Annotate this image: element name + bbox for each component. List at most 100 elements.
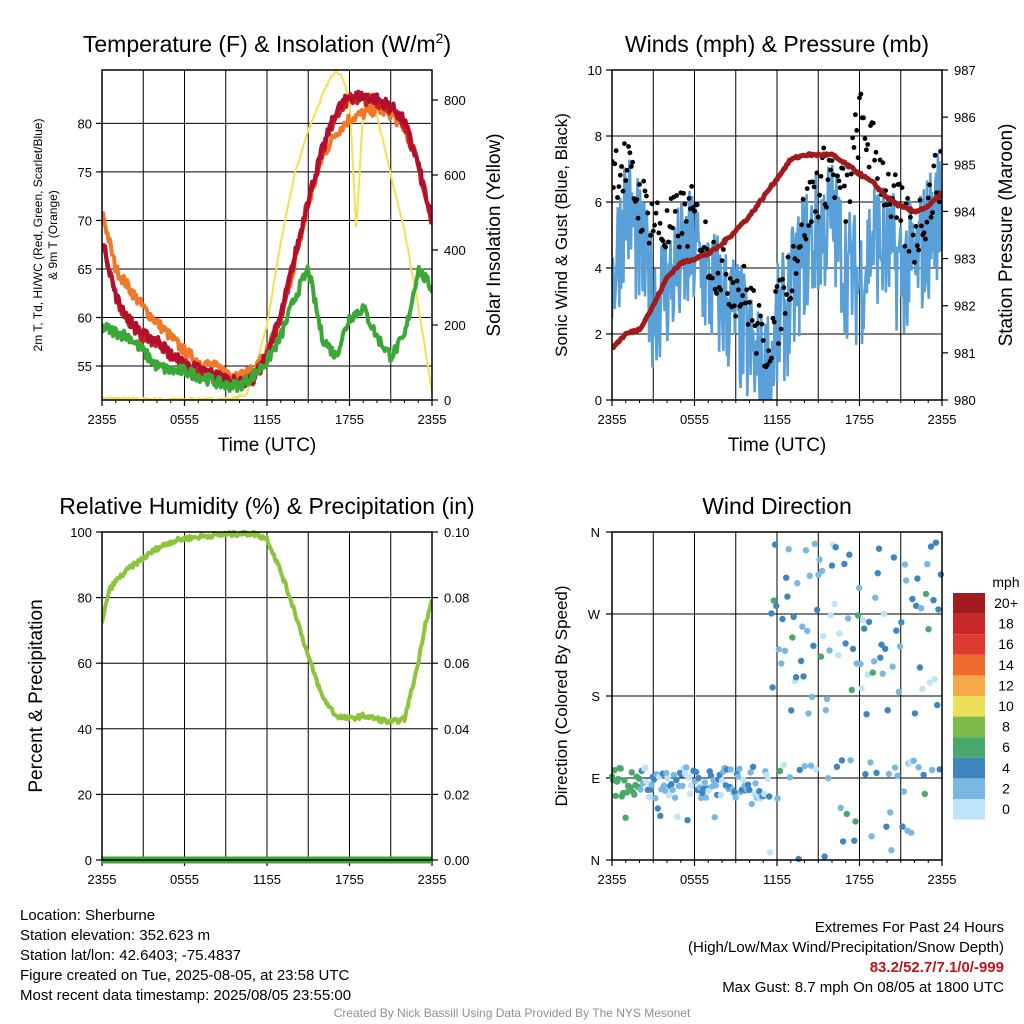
gust-point: [747, 299, 752, 305]
gust-point: [894, 215, 899, 221]
gust-point: [802, 233, 807, 238]
x-tick-label: 1155: [763, 412, 791, 427]
gust-point: [617, 172, 623, 178]
direction-point: [844, 615, 852, 622]
gust-point: [914, 243, 920, 249]
gust-point: [865, 142, 871, 147]
direction-point: [922, 590, 930, 598]
gust-point: [902, 243, 908, 249]
direction-point: [701, 779, 708, 786]
gust-point: [660, 238, 666, 244]
direction-point: [727, 766, 734, 773]
gust-point: [649, 201, 655, 207]
panel-dir: N E S W N 2355 0555 1155 1755 2355: [588, 525, 957, 887]
temp-xlabel: Time (UTC): [218, 435, 317, 456]
direction-point: [650, 776, 658, 783]
colorbar-swatch: [953, 593, 985, 614]
gust-point: [774, 284, 780, 289]
gust-point: [828, 167, 833, 173]
direction-point: [903, 577, 910, 584]
plot-frame: [101, 531, 433, 861]
gust-point: [810, 179, 816, 185]
extremes-description: (High/Low/Max Wind/Precipitation/Snow De…: [688, 939, 1004, 956]
gust-point: [776, 341, 781, 346]
direction-point: [671, 794, 679, 801]
gust-point: [872, 157, 877, 163]
direction-point: [663, 770, 670, 777]
extremes-values: 83.2/52.7/7.1/0/-999: [869, 959, 1004, 976]
direction-point: [669, 786, 676, 794]
temp-left-ylabel-2: & 9m T (Orange): [46, 190, 60, 280]
gust-point: [613, 148, 619, 154]
colorbar-swatch: [953, 654, 985, 676]
direction-point: [898, 619, 905, 626]
direction-point: [695, 774, 702, 782]
y-tick-label: N: [591, 525, 600, 540]
direction-point: [836, 630, 843, 637]
y-tick-label: 80: [78, 591, 92, 606]
y2-tick-label: 984: [954, 204, 976, 219]
plot-frame: [611, 69, 943, 401]
temp-left-ylabel-1: 2m T, Td, HI/WC (Red, Green, Scarlet/Blu…: [31, 119, 45, 352]
gust-point: [925, 195, 931, 201]
direction-point: [710, 777, 717, 784]
colorbar-label: 14: [998, 657, 1014, 673]
gust-point: [844, 172, 850, 178]
gust-point: [686, 196, 692, 201]
direction-point: [837, 804, 844, 811]
direction-point: [683, 764, 690, 771]
direction-point: [748, 800, 755, 808]
gust-point: [635, 215, 641, 221]
y2-tick-label: 980: [954, 393, 976, 408]
direction-point: [874, 570, 881, 577]
y2-tick-label: 400: [444, 243, 466, 258]
gust-point: [624, 167, 630, 173]
plot-frame: [101, 69, 433, 401]
dir-left-ylabel: Direction (Colored By Speed): [552, 585, 571, 806]
gust-point: [769, 355, 774, 361]
gust-point: [899, 185, 905, 191]
y-tick-label: 0: [85, 853, 92, 868]
direction-point: [744, 781, 752, 788]
direction-point: [654, 805, 661, 812]
direction-point: [839, 838, 847, 845]
wind-xlabel: Time (UTC): [728, 435, 827, 456]
gust-point: [906, 249, 912, 254]
gust-point: [644, 193, 649, 199]
x-tick-label: 1755: [335, 872, 364, 887]
gust-point: [694, 202, 700, 208]
series-line-rh: [102, 530, 432, 725]
gust-point: [840, 166, 846, 171]
gust-point: [811, 184, 817, 190]
direction-point: [779, 615, 786, 623]
gust-point: [923, 236, 928, 242]
credit-line: Created By Nick Bassill Using Data Provi…: [333, 1006, 691, 1020]
direction-point: [912, 602, 920, 609]
dir-title: Wind Direction: [702, 493, 852, 519]
gust-point: [829, 158, 835, 164]
gust-point: [704, 246, 710, 252]
direction-point: [937, 571, 945, 578]
series-line-td: [102, 264, 432, 393]
direction-point: [883, 823, 890, 830]
direction-point: [895, 688, 902, 696]
colorbar-swatch: [953, 778, 985, 799]
direction-point: [822, 706, 829, 714]
direction-point: [679, 782, 686, 790]
gust-point: [938, 148, 942, 154]
direction-point: [645, 793, 653, 801]
gust-point: [804, 186, 810, 192]
gust-point: [857, 95, 862, 101]
x-tick-label: 1755: [845, 412, 874, 427]
gust-point: [744, 287, 750, 293]
gust-point: [734, 278, 740, 284]
gust-point: [714, 291, 719, 296]
gust-point: [719, 258, 725, 263]
gust-point: [710, 275, 715, 281]
direction-point: [794, 580, 801, 587]
rh-title: Relative Humidity (%) & Precipitation (i…: [59, 493, 474, 519]
direction-point: [872, 594, 879, 601]
direction-point: [712, 782, 720, 789]
gust-point: [888, 214, 894, 220]
x-tick-label: 2355: [598, 412, 627, 427]
